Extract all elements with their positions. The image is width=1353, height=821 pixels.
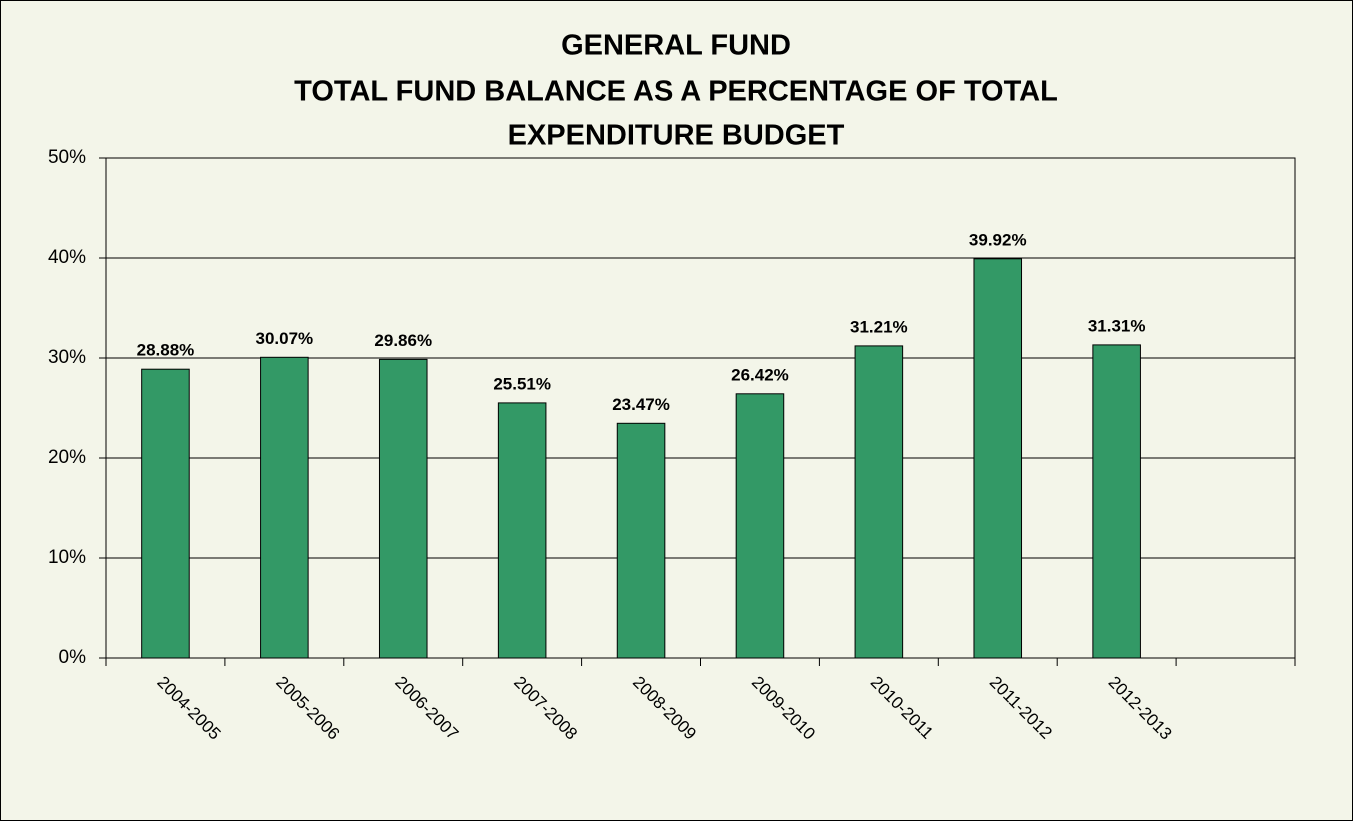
- y-tick-label: 10%: [48, 547, 86, 568]
- bar: [1092, 344, 1141, 659]
- y-tick-label: 50%: [48, 147, 86, 168]
- chart-title: EXPENDITURE BUDGET: [508, 120, 845, 152]
- bar: [616, 422, 666, 659]
- bar: [735, 393, 785, 659]
- y-tick-label: 30%: [48, 347, 86, 368]
- data-label: 30.07%: [256, 329, 314, 348]
- y-tick-label: 20%: [48, 447, 86, 468]
- data-label: 23.47%: [612, 395, 670, 414]
- data-label: 26.42%: [731, 365, 789, 384]
- data-label: 39.92%: [969, 230, 1027, 249]
- y-tick-label: 40%: [48, 247, 86, 268]
- data-label: 29.86%: [374, 331, 432, 350]
- y-tick-label: 0%: [59, 647, 87, 668]
- bar: [497, 402, 547, 659]
- bar: [260, 356, 309, 659]
- chart-title: TOTAL FUND BALANCE AS A PERCENTAGE OF TO…: [294, 76, 1058, 108]
- data-label: 28.88%: [137, 341, 195, 360]
- bar: [141, 368, 190, 659]
- chart-title: GENERAL FUND: [561, 30, 791, 62]
- bar: [973, 258, 1023, 659]
- data-label: 25.51%: [493, 374, 551, 393]
- data-label: 31.31%: [1088, 316, 1146, 335]
- data-label: 31.21%: [850, 317, 908, 336]
- bar: [854, 345, 904, 659]
- bar: [378, 358, 428, 659]
